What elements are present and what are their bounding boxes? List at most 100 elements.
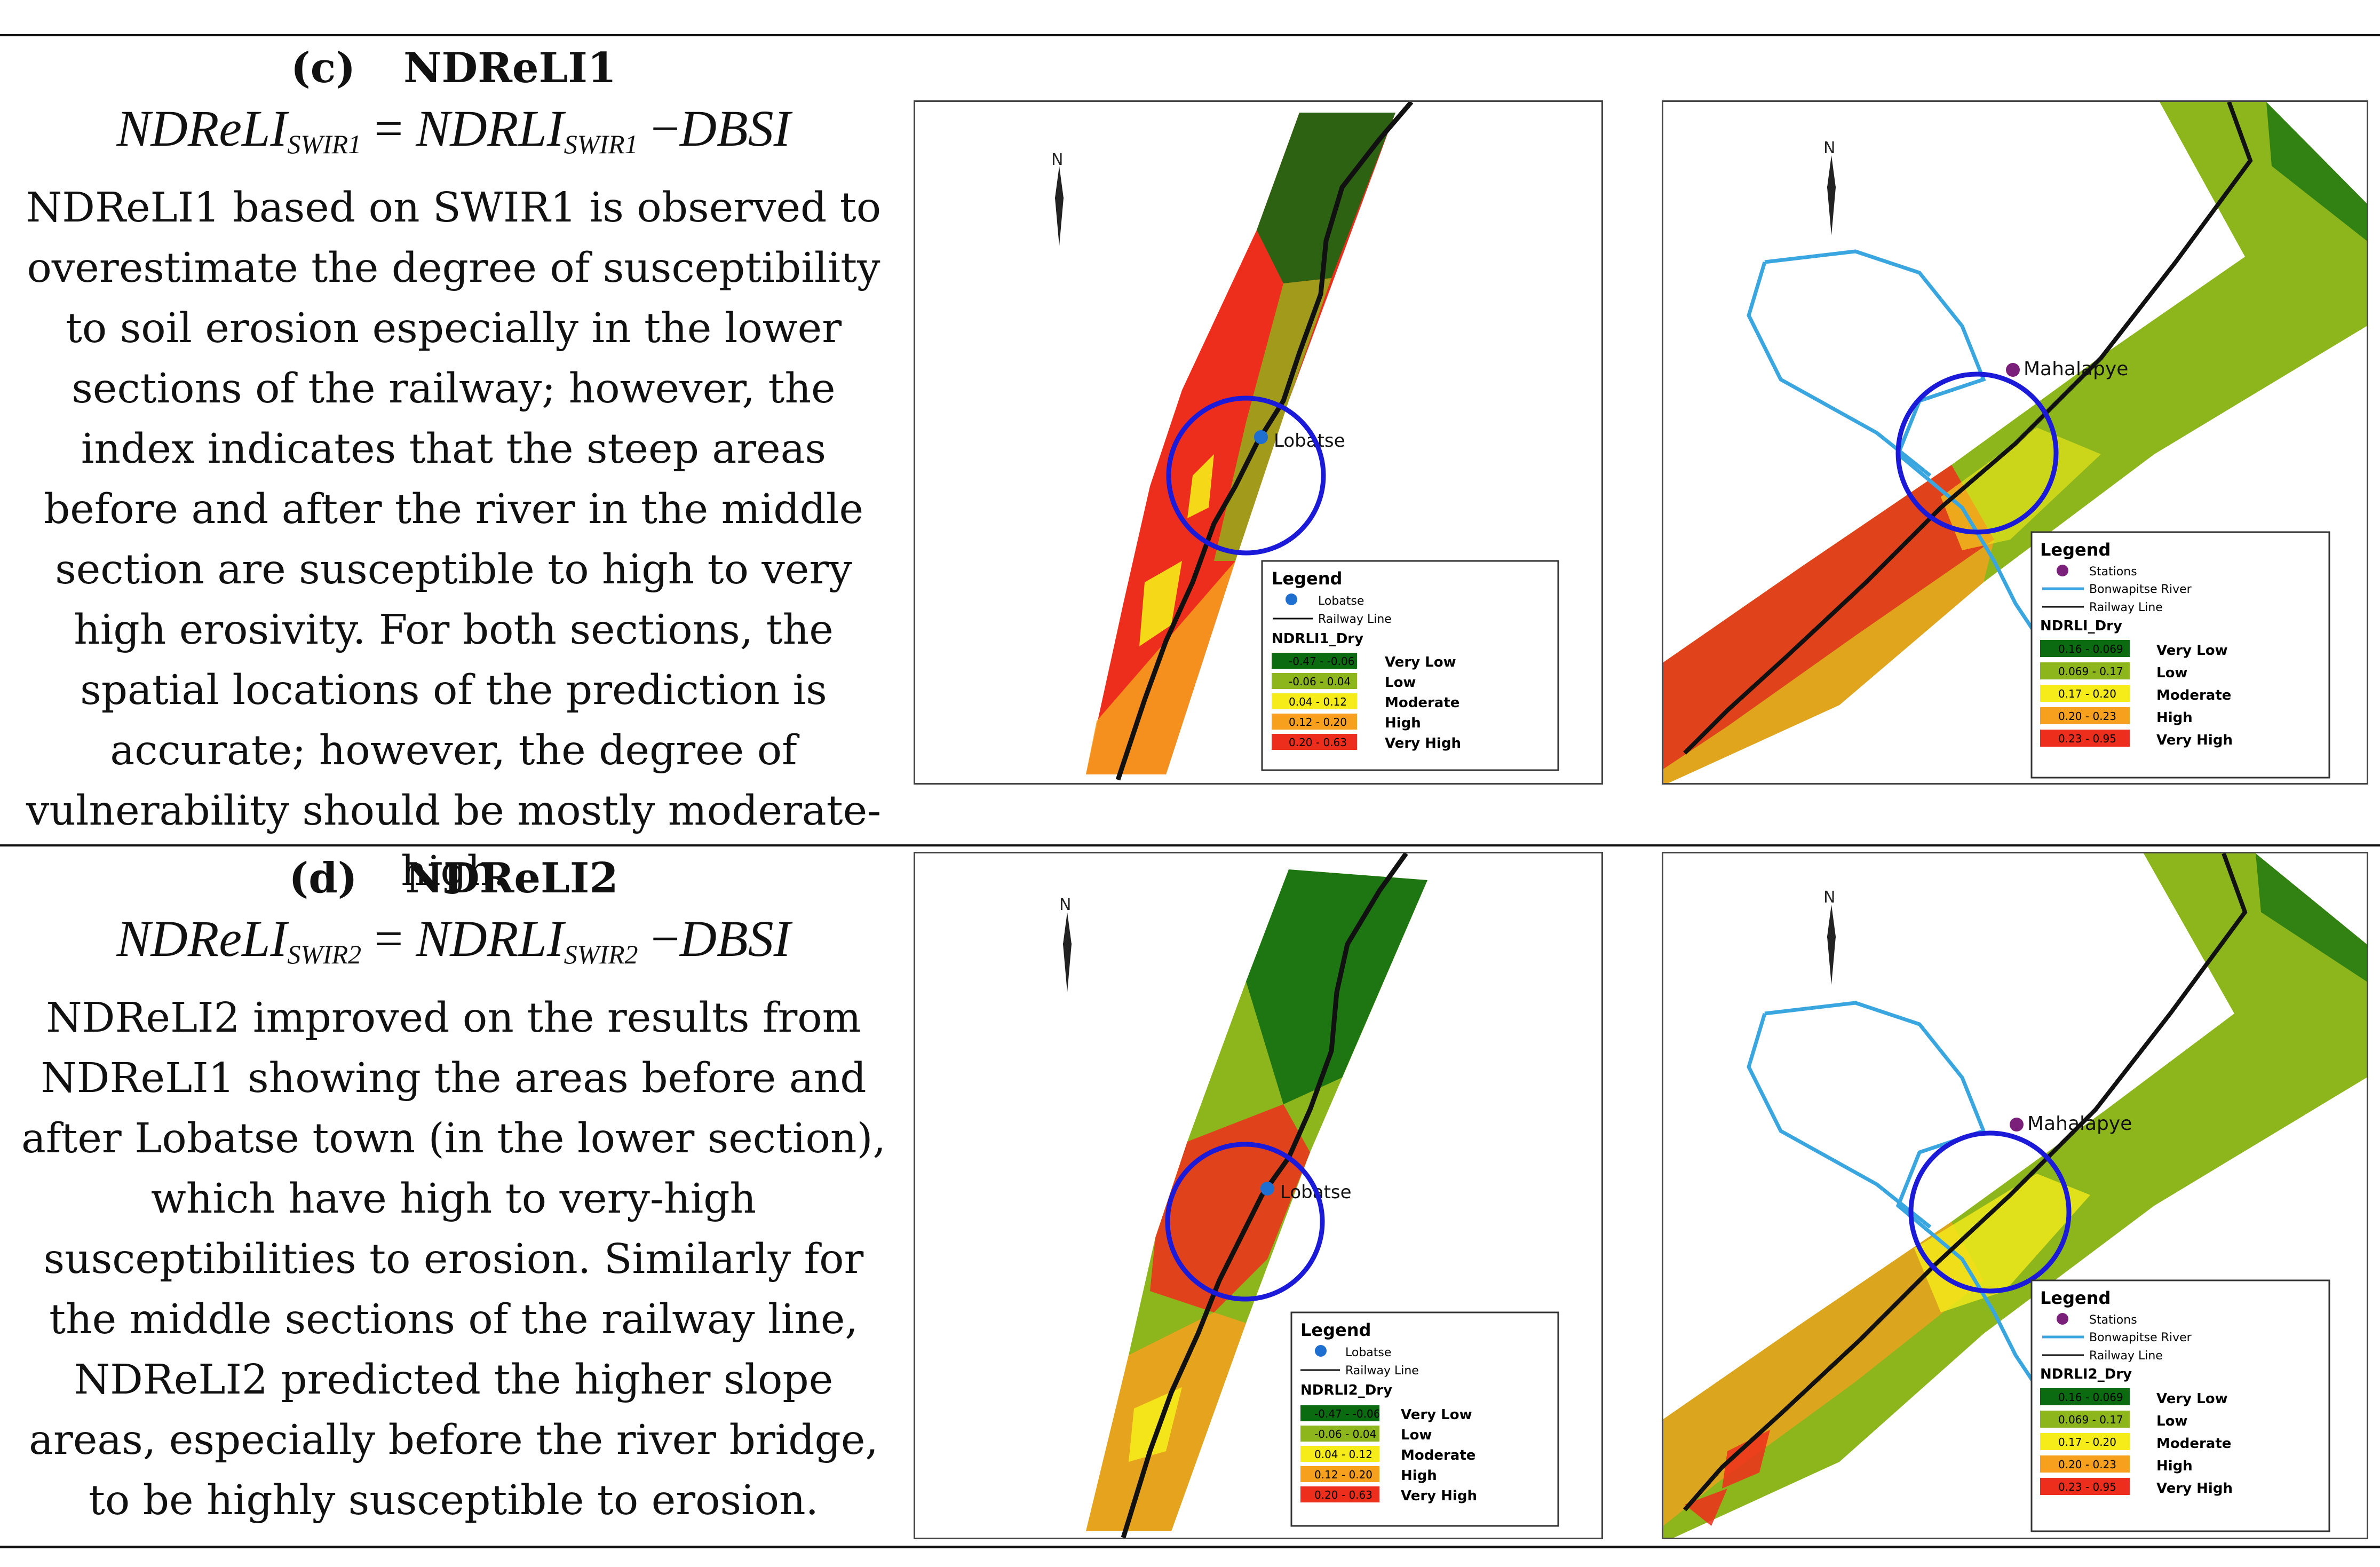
formula-rhs-sub: SWIR2 [564, 939, 638, 969]
legend-title: Legend [1272, 568, 1342, 589]
corridor-orange-zone [1086, 561, 1235, 774]
legend-class-1: -0.06 - 0.04 Low [1300, 1426, 1432, 1443]
legend-class-name: Very High [1401, 1488, 1477, 1504]
legend-class-4: 0.23 - 0.95 Very High [2040, 730, 2233, 748]
legend-range: 0.12 - 0.20 [1289, 716, 1347, 729]
legend-class-4: 0.20 - 0.63 Very High [1300, 1486, 1477, 1504]
map-c-middle-section: N Mahalapye Legend Stations Bonwapitse R… [1662, 100, 2368, 785]
legend-point-label: Stations [2089, 565, 2137, 579]
town-marker [1260, 1182, 1274, 1196]
legend-range: 0.16 - 0.069 [2058, 1391, 2123, 1404]
legend-class-name: Low [2156, 1413, 2187, 1429]
legend-class-name: Low [1385, 675, 1416, 691]
station-marker [2010, 1118, 2024, 1131]
railway-line [1121, 853, 1408, 1538]
legend-class-3: 0.20 - 0.23 High [2040, 707, 2193, 726]
formula-lhs-sub: SWIR2 [287, 939, 362, 969]
town-label: Mahalapye [2027, 1113, 2132, 1135]
north-label: N [1823, 888, 1835, 907]
legend-class-3: 0.20 - 0.23 High [2040, 1455, 2193, 1474]
legend-class-2: 0.04 - 0.12 Moderate [1272, 693, 1459, 711]
legend-class-2: 0.17 - 0.20 Moderate [2040, 1433, 2231, 1452]
row-c-label: (c) [290, 44, 356, 92]
legend-range: 0.069 - 0.17 [2058, 665, 2123, 678]
river-line-west [1747, 1012, 1932, 1229]
legend-point-symbol [2057, 565, 2068, 576]
north-arrow-icon [1827, 905, 1836, 985]
corridor-red-zone [1150, 1104, 1310, 1312]
railway-line [1683, 102, 2253, 755]
legend-index-title: NDRLI_Dry [2040, 618, 2122, 634]
legend-range: -0.06 - 0.04 [1289, 675, 1351, 688]
legend-range: 0.12 - 0.20 [1314, 1468, 1373, 1481]
formula-lhs: NDReLI [116, 910, 288, 967]
legend-class-name: High [2156, 1458, 2193, 1474]
formula-term: DBSI [679, 910, 791, 967]
legend-rail-label: Railway Line [1345, 1364, 1419, 1378]
north-arrow-icon [1827, 155, 1836, 235]
legend-point-label: Lobatse [1345, 1346, 1391, 1359]
map-d-middle-svg: N Mahalapye Legend Stations Bonwapitse R… [1663, 853, 2367, 1538]
row-c-description: NDReLI1 based on SWIR1 is observed to ov… [26, 184, 882, 895]
row-divider-rule [0, 844, 2380, 846]
legend-range: 0.17 - 0.20 [2058, 687, 2116, 700]
row-d-heading: (d) NDReLI2 [16, 852, 891, 905]
town-label: Mahalapye [2024, 358, 2128, 380]
legend-class-3: 0.12 - 0.20 High [1272, 714, 1421, 731]
legend-class-2: 0.17 - 0.20 Moderate [2040, 685, 2231, 703]
legend-point-symbol [1315, 1345, 1327, 1357]
legend-class-name: Very Low [2156, 643, 2228, 659]
map-c-middle-svg: N Mahalapye Legend Stations Bonwapitse R… [1663, 102, 2367, 783]
legend-range: -0.47 - -0.06 [1314, 1407, 1380, 1420]
north-label: N [1051, 151, 1063, 169]
north-arrow-icon [1055, 166, 1064, 246]
legend-class-name: Moderate [1401, 1447, 1475, 1463]
legend-class-0: -0.47 - -0.06 Very Low [1272, 653, 1456, 670]
legend-river-label: Bonwapitse River [2089, 583, 2192, 596]
railway-line [1115, 102, 1414, 781]
river-line [1764, 1001, 2050, 1410]
legend-title: Legend [2040, 540, 2111, 560]
legend-range: -0.06 - 0.04 [1314, 1428, 1376, 1441]
legend-class-name: Moderate [2156, 1436, 2231, 1452]
highlight-circle [1895, 371, 2059, 535]
legend-class-name: Low [2156, 665, 2187, 681]
table-bottom-rule [0, 1546, 2380, 1548]
highlight-circle [1908, 1130, 2072, 1294]
legend-range: 0.20 - 0.23 [2058, 710, 2116, 723]
corridor-yellow-zone [1914, 1174, 2090, 1312]
table-top-rule [0, 34, 2380, 36]
row-d-description: NDReLI2 improved on the results from NDR… [21, 994, 886, 1524]
formula-lhs-sub: SWIR1 [287, 129, 362, 159]
legend-range: 0.04 - 0.12 [1314, 1448, 1373, 1461]
legend-index-title: NDRLI1_Dry [1272, 631, 1363, 647]
corridor-dark-green-zone [2256, 853, 2367, 982]
map-d-lower-section: N Lobatse Legend Lobatse Railway Line ND… [914, 852, 1603, 1539]
river-line [1764, 249, 2050, 658]
legend-title: Legend [2040, 1288, 2111, 1308]
corridor-orange-zone [1663, 540, 1994, 783]
corridor-green-zone [1257, 113, 1395, 283]
legend-class-name: Very High [1385, 735, 1461, 751]
corridor-dark-green-zone [2266, 102, 2367, 241]
row-c-heading: (c) NDReLI1 [16, 42, 891, 95]
legend-class-0: -0.47 - -0.06 Very Low [1300, 1405, 1472, 1423]
legend-range: 0.23 - 0.95 [2058, 732, 2116, 745]
legend-rail-label: Railway Line [2089, 1349, 2163, 1363]
legend-river-label: Bonwapitse River [2089, 1331, 2192, 1344]
legend-class-3: 0.12 - 0.20 High [1300, 1466, 1437, 1484]
legend-rail-label: Railway Line [2089, 601, 2163, 614]
formula-op: − [650, 910, 680, 967]
row-c-index-name: NDReLI1 [403, 44, 617, 92]
legend-class-1: 0.069 - 0.17 Low [2040, 662, 2187, 681]
map-d-lower-svg: N Lobatse Legend Lobatse Railway Line ND… [1059, 853, 1559, 1538]
river-line-west [1747, 261, 1932, 477]
legend-range: -0.47 - -0.06 [1289, 655, 1354, 668]
railway-line [1683, 853, 2248, 1511]
formula-op: − [650, 100, 680, 157]
row-c-formula: NDReLISWIR1 = NDRLISWIR1 −DBSI [16, 97, 891, 176]
highlight-circle [1166, 395, 1326, 556]
legend-class-2: 0.04 - 0.12 Moderate [1300, 1446, 1475, 1463]
legend-range: 0.23 - 0.95 [2058, 1481, 2116, 1493]
legend-class-4: 0.23 - 0.95 Very High [2040, 1478, 2233, 1497]
